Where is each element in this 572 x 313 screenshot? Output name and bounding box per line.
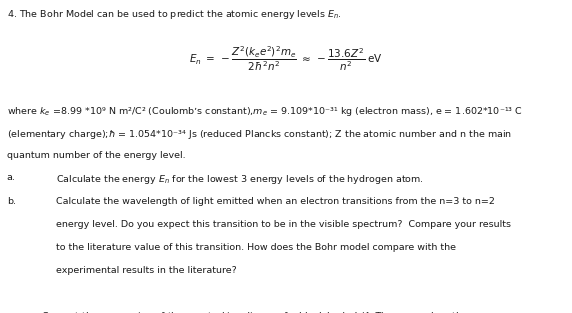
Text: to the literature value of this transition. How does the Bohr model compare with: to the literature value of this transiti… (56, 243, 456, 252)
Text: where $k_e$ =8.99 *10⁹ N m²/C² (Coulomb’s constant),$m_e$ = 9.109*10⁻³¹ kg (elec: where $k_e$ =8.99 *10⁹ N m²/C² (Coulomb’… (7, 105, 523, 118)
Text: energy level. Do you expect this transition to be in the visible spectrum?  Comp: energy level. Do you expect this transit… (56, 220, 511, 229)
Text: a.: a. (7, 173, 16, 182)
Text: b.: b. (7, 198, 16, 206)
Text: experimental results in the literature?: experimental results in the literature? (56, 266, 237, 275)
Text: quantum number of the energy level.: quantum number of the energy level. (7, 151, 185, 160)
Text: 4. The Bohr Model can be used to predict the atomic energy levels $E_n$.: 4. The Bohr Model can be used to predict… (7, 8, 341, 21)
Text: Convert the expression of the spectral irradiance of a black body $I_\lambda(\la: Convert the expression of the spectral i… (41, 310, 463, 313)
Text: Calculate the energy $E_n$ for the lowest 3 energy levels of the hydrogen atom.: Calculate the energy $E_n$ for the lowes… (56, 173, 424, 187)
Text: $E_n \;=\; -\dfrac{Z^2(k_e e^2)^2 m_e}{2\hbar^2 n^2}\;\approx\; -\dfrac{13.6Z^2}: $E_n \;=\; -\dfrac{Z^2(k_e e^2)^2 m_e}{2… (189, 44, 383, 73)
Text: Calculate the wavelength of light emitted when an electron transitions from the : Calculate the wavelength of light emitte… (56, 198, 495, 206)
Text: (elementary charge);$\hbar$ = 1.054*10⁻³⁴ Js (reduced Plancks constant); Z the a: (elementary charge);$\hbar$ = 1.054*10⁻³… (7, 128, 512, 141)
